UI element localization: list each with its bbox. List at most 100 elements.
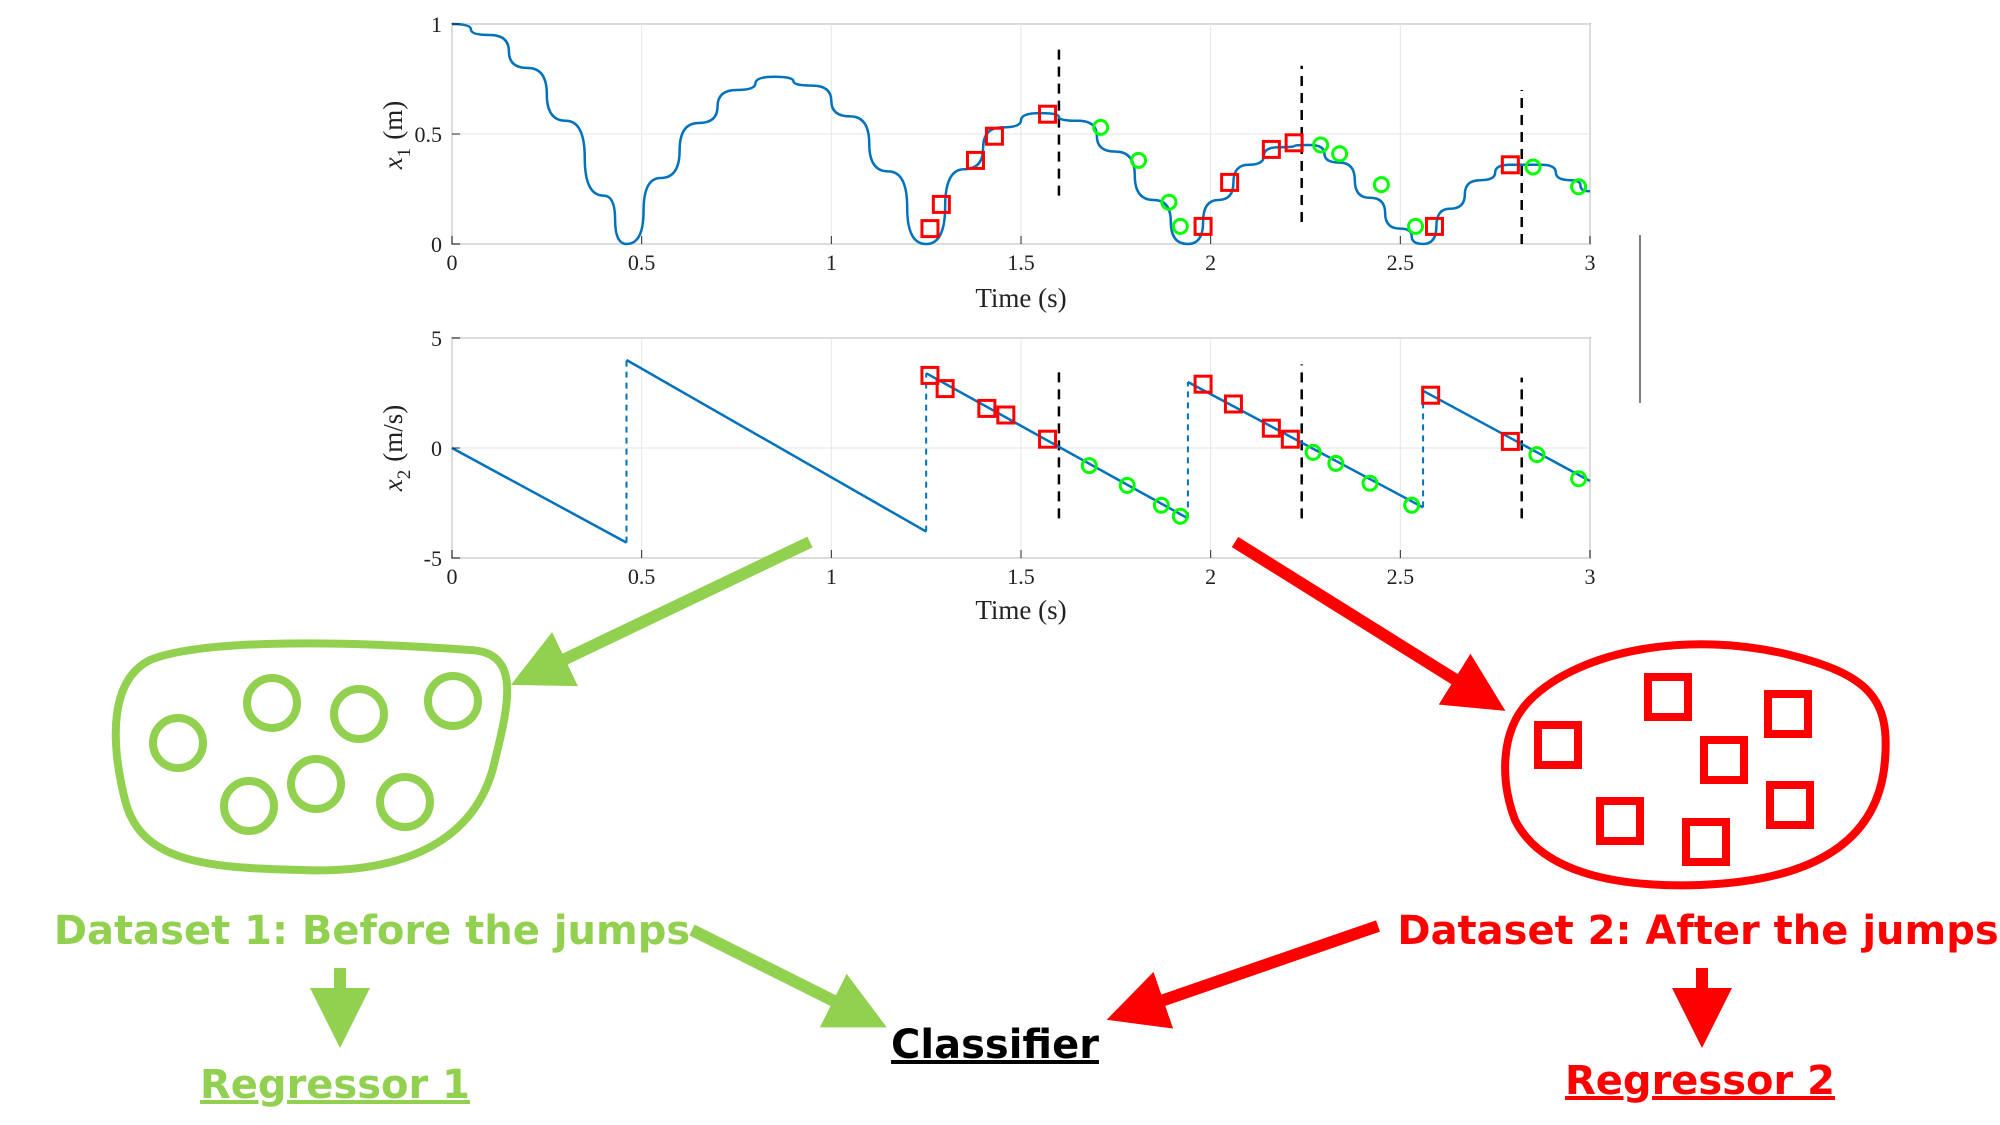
x2-square-marker [1223, 394, 1243, 414]
dataset1-sample [376, 773, 434, 831]
dataset2-sample [1534, 721, 1582, 769]
dataset1-sample [287, 755, 345, 813]
x2-ylabel-unit: (m/s) [378, 405, 408, 462]
regressor2-label: Regressor 2 [1565, 1058, 1835, 1104]
x2-ylabel: x2 (m/s) [378, 405, 415, 492]
x1-square-marker [1038, 104, 1058, 124]
x2-grid [451, 337, 1591, 559]
x1-xtick-label: 0.5 [628, 250, 656, 275]
x1-xtick-label: 1.5 [1007, 250, 1035, 275]
x1-square-marker [920, 219, 940, 239]
x1-tick-labels: 0 0.5 1 1.5 2 2.5 3 0 0.5 1 [415, 12, 1596, 275]
x2-series-segment [1422, 389, 1591, 483]
x1-circle-marker [1092, 118, 1110, 136]
arrow-to-dataset1 [510, 536, 813, 687]
x2-square-marker [1500, 431, 1520, 451]
x2-xlabel: Time (s) [975, 595, 1066, 625]
x1-square-marker [1261, 139, 1281, 159]
x2-series-segment [625, 358, 927, 533]
x1-grid [451, 23, 1591, 245]
x1-circle-marker [1171, 217, 1189, 235]
dataset2-sample [1766, 781, 1814, 829]
arrow-to-dataset2 [1231, 536, 1506, 711]
x1-square-marker [931, 194, 951, 214]
regressor1-label: Regressor 1 [200, 1062, 470, 1108]
x2-jump-lines [1057, 364, 1523, 519]
x1-xtick-label: 0 [447, 250, 458, 275]
dataset1-sample [243, 674, 301, 732]
x2-circle-marker [1327, 454, 1345, 472]
x1-ytick-label: 0.5 [415, 122, 443, 147]
x2-xtick-label: 2 [1205, 564, 1216, 589]
x1-square-marker [1500, 155, 1520, 175]
x2-square-marker [920, 365, 940, 385]
x1-circle-marker [1312, 136, 1330, 154]
dataset1-sample [149, 714, 207, 772]
x2-ytick-label: -5 [424, 546, 442, 571]
x1-circle-marker [1130, 151, 1148, 169]
x2-square-marker [1261, 418, 1281, 438]
x2-square-marker [1280, 429, 1300, 449]
x1-circle-marker [1407, 217, 1425, 235]
dataset2-sample [1700, 736, 1748, 784]
x2-ytick-label: 0 [431, 436, 442, 461]
x1-circle-marker [1524, 158, 1542, 176]
x2-xtick-label: 3 [1585, 564, 1596, 589]
x1-square-marker [1284, 133, 1304, 153]
x1-ylabel: x1 (m) [378, 101, 415, 170]
x1-xlabel: Time (s) [975, 283, 1066, 313]
x1-xtick-label: 2.5 [1387, 250, 1415, 275]
x2-xtick-label: 1.5 [1007, 564, 1035, 589]
x2-square-marker [996, 405, 1016, 425]
dataset1-sample [424, 672, 482, 730]
x2-circle-marker [1118, 476, 1136, 494]
x1-circle-marker [1160, 193, 1178, 211]
x2-series-segment [451, 446, 628, 544]
x1-jump-lines [1057, 46, 1523, 244]
dataset2-sample [1764, 690, 1812, 738]
x1-ylabel-var: x [378, 157, 408, 170]
dataset1-sample [330, 685, 388, 743]
arrow-dataset2-to-classifier [1106, 920, 1380, 1029]
x2-square-marker [1421, 385, 1441, 405]
x2-ylabel-var: x [378, 479, 408, 492]
x1-square-marker [1424, 216, 1444, 236]
x2-series-segment [1187, 380, 1424, 509]
dataset1-blob [111, 639, 512, 875]
x1-circle-marker [1331, 145, 1349, 163]
dataset1-outline [111, 639, 512, 875]
x2-xtick-label: 1 [826, 564, 837, 589]
x2-circle-marker [1528, 446, 1546, 464]
x1-ytick-label: 1 [431, 12, 442, 37]
x1-xtick-label: 3 [1585, 250, 1596, 275]
x2-markers [920, 365, 1588, 525]
x2-square-marker [1038, 429, 1058, 449]
x2-xtick-label: 0.5 [628, 564, 656, 589]
x1-xtick-label: 1 [826, 250, 837, 275]
x1-square-marker [984, 126, 1004, 146]
x1-square-marker [965, 150, 985, 170]
x1-ylabel-unit: (m) [378, 101, 408, 140]
dataset2-label: Dataset 2: After the jumps [1397, 908, 1998, 954]
x1-xtick-label: 2 [1205, 250, 1216, 275]
x1-square-marker [1220, 172, 1240, 192]
dataset2-sample [1596, 797, 1644, 845]
x1-ylabel-sub: 1 [394, 148, 415, 158]
x2-square-marker [1193, 374, 1213, 394]
x1-circle-marker [1372, 176, 1390, 194]
x2-square-marker [977, 398, 997, 418]
dataset2-blob [1501, 640, 1890, 890]
x2-xtick-label: 0 [447, 564, 458, 589]
x2-plot: 0 0.5 1 1.5 2 2.5 3-505 Time (s) x2(m/s) [378, 326, 1596, 625]
x1-ytick-label: 0 [431, 232, 442, 257]
x2-circle-marker [1403, 496, 1421, 514]
dataset2-sample [1644, 673, 1692, 721]
dataset1-sample [220, 777, 278, 835]
x2-circle-marker [1152, 496, 1170, 514]
x2-circle-marker [1171, 507, 1189, 525]
x2-circle-marker [1304, 443, 1322, 461]
dataset1-label: Dataset 1: Before the jumps [54, 908, 690, 954]
classifier-label: Classifier [891, 1022, 1099, 1068]
x1-plot: 0 0.5 1 1.5 2 2.5 300.51 Time (s) x1(m) [378, 12, 1596, 313]
